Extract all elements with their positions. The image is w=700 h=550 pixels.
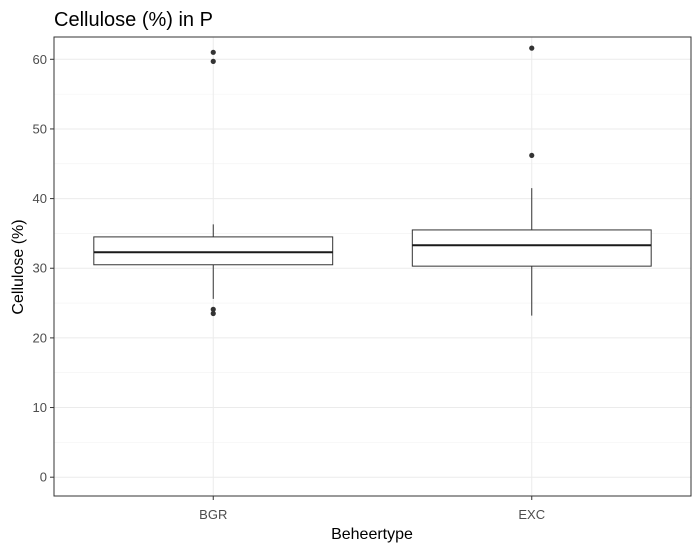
y-tick-label: 20 (33, 330, 47, 345)
chart-title: Cellulose (%) in P (54, 9, 213, 31)
outlier-point (210, 49, 216, 55)
x-tick-label: EXC (518, 507, 545, 522)
outlier-point (529, 45, 535, 51)
outlier-point (210, 306, 216, 312)
y-tick-label: 0 (40, 470, 47, 485)
y-tick-label: 40 (33, 191, 47, 206)
y-tick-label: 30 (33, 261, 47, 276)
iqr-box (411, 229, 652, 267)
x-axis-title: Beheertype (331, 526, 413, 543)
panel-border (53, 36, 692, 497)
y-axis-title: Cellulose (%) (10, 219, 27, 314)
boxes (93, 45, 652, 317)
outlier-point (529, 152, 535, 159)
box-group-bgr (93, 49, 334, 317)
y-tick-label: 50 (33, 121, 47, 136)
y-axis: 0 10 20 30 40 50 60 (33, 52, 54, 485)
y-tick-label: 60 (33, 52, 47, 67)
x-tick-label: BGR (199, 507, 227, 522)
iqr-box (93, 236, 334, 266)
y-tick-label: 10 (33, 400, 47, 415)
x-axis: BGR EXC (199, 496, 545, 522)
outlier-point (210, 310, 216, 317)
box-group-exc (411, 45, 652, 316)
outlier-point (210, 58, 216, 64)
